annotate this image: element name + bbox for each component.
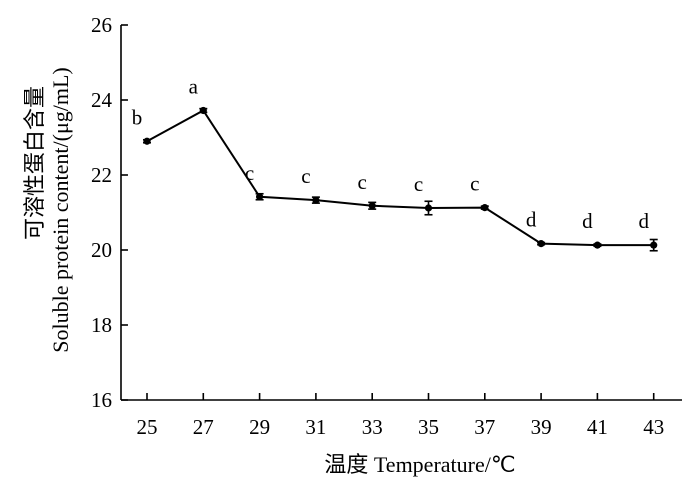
y-tick-label: 18 [91,313,112,337]
significance-label: b [132,105,143,129]
y-tick-label: 20 [91,238,112,262]
data-point [537,240,545,248]
x-tick-label: 39 [531,415,552,439]
y-axis-title-english: Soluble protein content/(μg/mL) [48,67,73,353]
y-tick-label: 26 [91,13,112,37]
data-point [199,106,207,115]
x-tick-label: 31 [305,415,326,439]
significance-label: c [301,164,310,188]
significance-label: c [358,170,367,194]
significance-label: d [638,209,649,233]
x-tick-label: 27 [193,415,214,439]
data-point [312,196,320,204]
axes [120,24,682,401]
y-axis-title-chinese: 可溶性蛋白含量 [22,86,47,240]
data-point [481,204,489,212]
y-tick-label: 22 [91,163,112,187]
y-tick-label: 24 [91,88,113,112]
data-point [650,241,658,249]
x-tick-label: 33 [362,415,383,439]
x-axis-title: 温度 Temperature/℃ [324,452,515,477]
x-tick-label: 25 [137,415,158,439]
significance-label: a [189,75,199,99]
x-tick-label: 37 [474,415,495,439]
data-point [368,202,376,210]
series-marks [143,106,658,252]
data-point [256,193,264,201]
significance-label: c [414,172,423,196]
x-tick-label: 41 [587,415,608,439]
tick-labels: 16 18 20 22 24 26 25 27 29 31 33 35 37 39 41 43 b a c c c c c d… [91,13,664,439]
significance-label: d [582,209,593,233]
y-tick-label: 16 [91,388,112,412]
data-point [424,204,433,212]
series-line [146,109,654,247]
significance-label: c [245,161,254,185]
data-point [143,137,151,145]
x-tick-label: 43 [643,415,664,439]
significance-label: c [470,172,479,196]
data-point [593,241,602,249]
x-tick-label: 29 [249,415,270,439]
x-tick-label: 35 [418,415,439,439]
significance-label: d [526,208,537,232]
